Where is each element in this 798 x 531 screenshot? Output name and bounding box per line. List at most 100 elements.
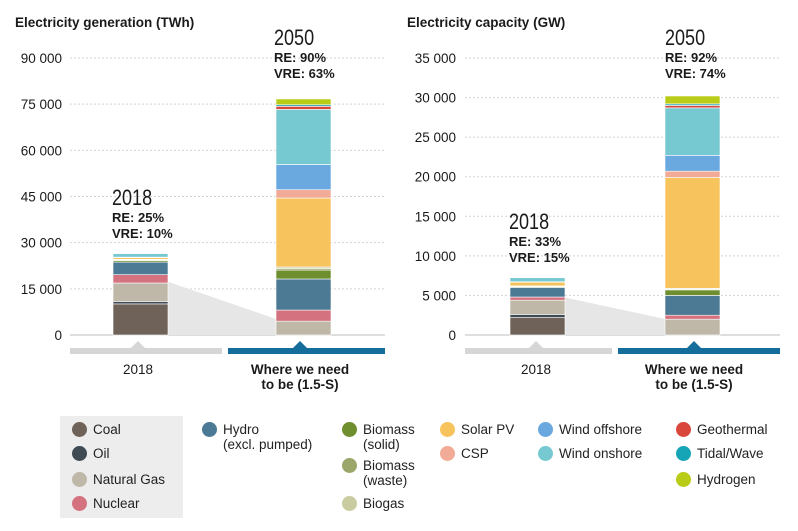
category-label: to be (1.5-S): [655, 377, 732, 392]
legend-swatch-icon: [676, 422, 691, 437]
legend-label: Coal: [93, 422, 121, 437]
bar-segment-hydrogen: [664, 95, 721, 105]
legend-item-hydrogen: Hydrogen: [676, 472, 756, 487]
legend-label: Biomass (waste): [363, 458, 415, 488]
category-bar: [465, 348, 612, 354]
bar-segment-solar-pv: [664, 177, 721, 289]
legend-item-biomass-waste: Biomass (waste): [342, 458, 415, 488]
bar-segment-natural-gas: [664, 318, 721, 336]
bar-segment-coal: [509, 317, 566, 336]
y-tick-label: 0: [54, 328, 62, 343]
legend-label: Natural Gas: [93, 472, 166, 487]
category-bar: [70, 348, 222, 354]
bar-segment-geothermal: [112, 252, 169, 254]
legend-swatch-icon: [72, 496, 87, 511]
category-marker: [131, 341, 145, 348]
category-label: Where we need: [251, 362, 349, 377]
legend: Coal Oil Natural Gas Nuclear Hydro (excl. pu…: [60, 416, 798, 531]
category-label: 2018: [123, 362, 153, 377]
legend-item-csp: CSP: [440, 446, 489, 461]
bar-segment-nuclear: [112, 274, 169, 284]
legend-item-coal: Coal: [72, 422, 121, 437]
legend-swatch-icon: [72, 446, 87, 461]
bar-segment-geothermal: [664, 105, 721, 109]
bar-segment-natural-gas: [112, 282, 169, 302]
y-tick-label: 15 000: [415, 209, 456, 224]
chart-title: Electricity generation (TWh): [15, 15, 194, 30]
legend-label: Oil: [93, 446, 110, 461]
category-label: Where we need: [645, 362, 743, 377]
legend-label: CSP: [461, 446, 489, 461]
legend-item-solar-pv: Solar PV: [440, 422, 514, 437]
y-tick-label: 45 000: [21, 190, 62, 205]
legend-item-nuclear: Nuclear: [72, 496, 140, 511]
y-tick-label: 20 000: [415, 170, 456, 185]
charts-area: Electricity generation (TWh) 0 15 000 30 00…: [15, 15, 780, 392]
bar-segment-hydrogen: [275, 98, 332, 106]
bar-segment-hydro: [509, 287, 566, 298]
legend-item-natural-gas: Natural Gas: [72, 472, 165, 487]
y-tick-label: 25 000: [415, 130, 456, 145]
legend-label: Geothermal: [697, 422, 768, 437]
bar-segment-geothermal: [509, 276, 566, 279]
legend-label: Biomass (solid): [363, 422, 415, 452]
legend-item-oil: Oil: [72, 446, 110, 461]
category-marker: [687, 341, 701, 348]
legend-swatch-icon: [538, 422, 553, 437]
y-tick-label: 15 000: [21, 282, 62, 297]
bar-segment-nuclear: [509, 296, 566, 301]
legend-swatch-icon: [342, 422, 357, 437]
annotation-year: 2050: [274, 26, 314, 50]
bar-segment-hydro: [275, 278, 332, 311]
legend-swatch-icon: [440, 422, 455, 437]
y-tick-label: 35 000: [415, 51, 456, 66]
bar-segment-wind-onshore: [112, 253, 169, 258]
category-bar: [618, 348, 780, 354]
legend-label: Wind offshore: [559, 422, 643, 437]
bar-segment-oil: [509, 314, 566, 318]
legend-label: Hydro (excl. pumped): [223, 422, 313, 452]
bar-segment-nuclear: [664, 314, 721, 320]
chart-title: Electricity capacity (GW): [407, 15, 565, 30]
bar-segment-hydro: [112, 261, 169, 275]
bar-segment-wind-onshore: [509, 277, 566, 283]
y-tick-label: 60 000: [21, 143, 62, 158]
legend-item-wind-offshore: Wind offshore: [538, 422, 642, 437]
annotation-vre: VRE: 74%: [665, 66, 726, 81]
legend-label: Solar PV: [461, 422, 515, 437]
category-bar: [228, 348, 385, 354]
legend-item-tidal-wave: Tidal/Wave: [676, 446, 764, 461]
legend-item-hydro: Hydro (excl. pumped): [202, 422, 312, 452]
legend-item-biogas: Biogas: [342, 496, 404, 511]
annotation-year: 2050: [665, 26, 705, 50]
bar-segment-wind-onshore: [664, 107, 721, 156]
bar-segment-csp: [664, 170, 721, 178]
annotation-re: RE: 25%: [112, 210, 164, 225]
category-marker: [293, 341, 307, 348]
bar-segment-solar-pv: [509, 281, 566, 287]
bar-segment-natural-gas: [509, 299, 566, 315]
chart-2: Electricity capacity (GW) 0 5 000 10 000 15 …: [407, 15, 780, 392]
legend-label: Nuclear: [93, 496, 140, 511]
bar-segment-natural-gas: [275, 320, 332, 336]
annotation-vre: VRE: 63%: [274, 66, 335, 81]
legend-item-biomass-solid: Biomass (solid): [342, 422, 415, 452]
category-label: 2018: [521, 362, 551, 377]
annotation-vre: VRE: 10%: [112, 226, 173, 241]
legend-label: Tidal/Wave: [697, 446, 764, 461]
category-label: to be (1.5-S): [261, 377, 338, 392]
y-tick-label: 10 000: [415, 249, 456, 264]
bar-segment-csp: [275, 189, 332, 199]
bar-segment-oil: [112, 301, 169, 305]
bar-segment-wind-offshore: [664, 155, 721, 172]
y-tick-label: 5 000: [422, 288, 456, 303]
annotation-year: 2018: [509, 210, 549, 234]
bar-segment-biomass-solid: [275, 269, 332, 280]
legend-item-wind-onshore: Wind onshore: [538, 446, 642, 461]
annotation-vre: VRE: 15%: [509, 250, 570, 265]
legend-swatch-icon: [342, 458, 357, 473]
y-tick-label: 30 000: [21, 236, 62, 251]
bar-segment-solar-pv: [275, 197, 332, 268]
legend-swatch-icon: [72, 422, 87, 437]
bar-segment-geothermal: [275, 106, 332, 110]
